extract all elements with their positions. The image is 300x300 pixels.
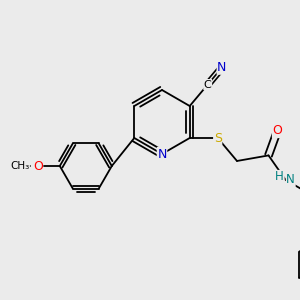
Text: N: N: [157, 148, 167, 160]
Text: C: C: [204, 80, 212, 90]
Text: S: S: [214, 131, 222, 145]
Text: N: N: [286, 173, 295, 187]
Text: H: H: [275, 170, 284, 184]
Text: O: O: [272, 124, 282, 137]
Text: CH₃: CH₃: [10, 161, 29, 171]
Text: N: N: [217, 61, 226, 74]
Text: O: O: [33, 160, 43, 172]
